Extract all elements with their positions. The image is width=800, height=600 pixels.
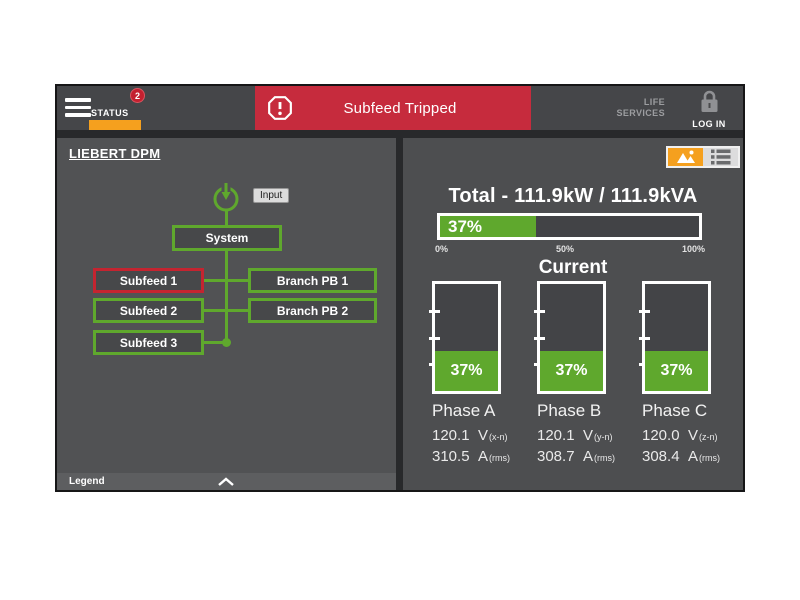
node-subfeed-3[interactable]: Subfeed 3 xyxy=(93,330,204,355)
login-button[interactable]: LOG IN xyxy=(685,89,733,129)
total-load-percent-label: 37% xyxy=(448,216,483,236)
phase-b-voltage: 120.1 V (y-n) xyxy=(537,427,613,444)
node-branch-pb-1[interactable]: Branch PB 1 xyxy=(248,268,377,293)
phase-a-column: 37% Phase A 120.1 V (x-n) 310.5 A (rms) xyxy=(429,281,534,465)
gauge-tick xyxy=(534,309,545,313)
node-branch-pb-2[interactable]: Branch PB 2 xyxy=(248,298,377,323)
scale-0: 0% xyxy=(435,244,449,254)
node-subfeed-1-tripped[interactable]: Subfeed 1 xyxy=(93,268,204,293)
phase-a-gauge-fill: 37% xyxy=(435,351,498,391)
total-load-progress-fill: 37% xyxy=(440,216,536,237)
gauge-tick xyxy=(639,309,650,313)
phase-b-column: 37% Phase B 120.1 V (y-n) 308.7 A (rms) xyxy=(534,281,639,465)
connector-trunk-line xyxy=(225,251,228,343)
scale-50: 50% xyxy=(555,244,574,254)
connector-line xyxy=(225,210,228,225)
alert-octagon-icon xyxy=(268,96,292,120)
status-alert-count-badge: 2 xyxy=(130,88,145,103)
menu-icon[interactable] xyxy=(65,98,91,117)
status-tab[interactable]: 2 STATUS xyxy=(89,86,145,130)
status-active-indicator xyxy=(89,120,141,130)
main-area: LIEBERT DPM Input System Subfeed 1 Subfe… xyxy=(57,138,743,490)
gauge-tick xyxy=(429,363,440,367)
phase-b-current: 308.7 A (rms) xyxy=(537,448,616,465)
status-tab-label: STATUS xyxy=(91,108,129,118)
gauge-tick xyxy=(639,336,650,340)
node-system[interactable]: System xyxy=(172,225,282,251)
input-power-icon xyxy=(213,183,239,212)
login-label: LOG IN xyxy=(692,119,726,129)
life-services-label: LIFE SERVICES xyxy=(616,97,665,118)
legend-label: Legend xyxy=(69,476,105,487)
alert-banner-text: Subfeed Tripped xyxy=(343,99,457,117)
phase-c-column: 37% Phase C 120.0 V (z-n) 308.4 A (rms) xyxy=(639,281,743,465)
phase-b-gauge: 37% xyxy=(534,281,606,394)
node-subfeed-2[interactable]: Subfeed 2 xyxy=(93,298,204,323)
current-section-title: Current xyxy=(538,257,608,278)
phase-a-voltage: 120.1 V (x-n) xyxy=(432,427,508,444)
graphic-view-button[interactable] xyxy=(668,148,703,166)
phase-a-label: Phase A xyxy=(432,401,496,420)
gauge-tick xyxy=(534,336,545,340)
phase-c-label: Phase C xyxy=(642,401,708,420)
lock-icon xyxy=(701,90,717,112)
device-title: LIEBERT DPM xyxy=(69,146,161,161)
scale-100: 100% xyxy=(681,244,705,254)
gauge-tick xyxy=(534,363,545,367)
progress-scale: 0% 50% 100% xyxy=(435,244,705,254)
phase-b-gauge-fill: 37% xyxy=(540,351,603,391)
legend-toggle-bar[interactable]: Legend xyxy=(57,473,396,490)
phase-c-voltage: 120.0 V (z-n) xyxy=(642,427,718,444)
oneline-diagram-panel: LIEBERT DPM Input System Subfeed 1 Subfe… xyxy=(57,138,396,490)
phase-a-gauge: 37% xyxy=(429,281,501,394)
phase-c-current: 308.4 A (rms) xyxy=(642,448,721,465)
input-label-tag: Input xyxy=(253,188,290,203)
alert-banner[interactable]: Subfeed Tripped xyxy=(255,86,531,130)
connector-line xyxy=(204,309,248,312)
top-bar: 2 STATUS Subfeed Tripped LIFE SERVICES L… xyxy=(57,86,743,130)
connector-line xyxy=(204,279,248,282)
connector-endpoint-dot xyxy=(222,338,231,347)
app-window: 2 STATUS Subfeed Tripped LIFE SERVICES L… xyxy=(55,84,745,492)
view-mode-toggle xyxy=(666,146,740,168)
graphic-view-icon xyxy=(676,150,695,163)
list-view-button[interactable] xyxy=(703,148,738,166)
gauge-tick xyxy=(639,363,650,367)
connector-line xyxy=(204,341,228,344)
total-load-title: Total - 111.9kW / 111.9kVA xyxy=(448,185,698,207)
list-view-icon xyxy=(710,149,730,165)
total-load-progress-bar: 37% xyxy=(437,213,702,240)
gauge-tick xyxy=(429,309,440,313)
gauge-tick xyxy=(429,336,440,340)
phase-c-gauge-fill: 37% xyxy=(645,351,708,391)
phase-c-gauge: 37% xyxy=(639,281,711,394)
chevron-up-icon xyxy=(218,477,234,486)
phase-a-current: 310.5 A (rms) xyxy=(432,448,511,465)
phase-b-label: Phase B xyxy=(537,401,602,420)
metrics-panel: Total - 111.9kW / 111.9kVA 37% 0% 50% 10… xyxy=(403,138,743,490)
